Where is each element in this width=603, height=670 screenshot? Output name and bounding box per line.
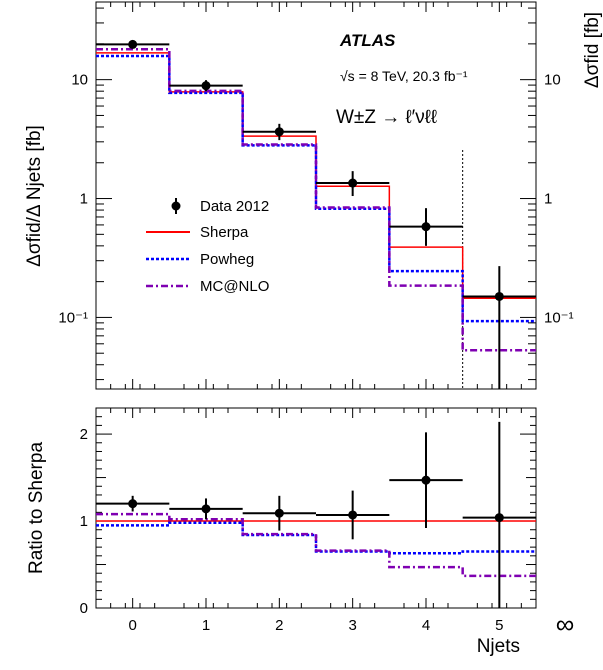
y-tick-label: 1: [80, 191, 88, 208]
data-point: [421, 222, 431, 232]
data-point: [201, 504, 211, 514]
data-point: [421, 475, 431, 485]
top-ylabel: Δσfid/Δ Njets [fb]: [24, 125, 45, 267]
series-mcnlo-line: [96, 512, 536, 578]
energy-label: √s = 8 TeV, 20.3 fb⁻¹: [340, 68, 468, 84]
y-tick-label: 2: [80, 426, 88, 443]
legend-label: Powheg: [200, 251, 254, 268]
bottom-ylabel: Ratio to Sherpa: [26, 442, 47, 574]
data-point: [201, 81, 211, 91]
y-tick-label: 0: [80, 600, 88, 617]
experiment-label: ATLAS: [339, 31, 396, 50]
series-mcnlo-line: [96, 48, 536, 352]
legend-label: Sherpa: [200, 224, 249, 241]
series-powheg-line: [96, 521, 536, 555]
y-tick-label: 10⁻¹: [58, 309, 88, 326]
x-tick-label: 5: [495, 617, 503, 634]
series-powheg-line: [96, 54, 536, 323]
x-tick-label: 3: [348, 617, 356, 634]
data-point: [348, 178, 358, 188]
x-tick-label: 0: [128, 617, 136, 634]
y-tick-label-right: 1: [544, 191, 552, 208]
x-tick-label: 1: [202, 617, 210, 634]
data-point: [494, 291, 504, 301]
data-point: [128, 499, 138, 509]
legend-label: Data 2012: [200, 198, 269, 215]
y-tick-label: 1: [80, 513, 88, 530]
data-point: [494, 513, 504, 523]
data-point: [348, 510, 358, 520]
data-point: [274, 508, 284, 518]
x-axis-label: Njets: [477, 636, 520, 657]
process-label: W±Z → ℓ′νℓℓ: [336, 107, 437, 128]
bottom-plot-frame: [95, 407, 537, 609]
x-tick-label: 4: [422, 617, 430, 634]
top-ylabel-right: Δσfid [fb]: [582, 12, 603, 88]
data-point: [274, 127, 284, 137]
y-tick-label-right: 10⁻¹: [544, 309, 574, 326]
y-tick-label: 10: [71, 72, 88, 89]
x-tick-label: 2: [275, 617, 283, 634]
x-tick-label: ∞: [556, 609, 575, 639]
y-tick-label-right: 10: [544, 72, 561, 89]
legend-label: MC@NLO: [200, 278, 269, 295]
data-point: [128, 39, 138, 49]
top-plot-frame: [95, 1, 537, 390]
